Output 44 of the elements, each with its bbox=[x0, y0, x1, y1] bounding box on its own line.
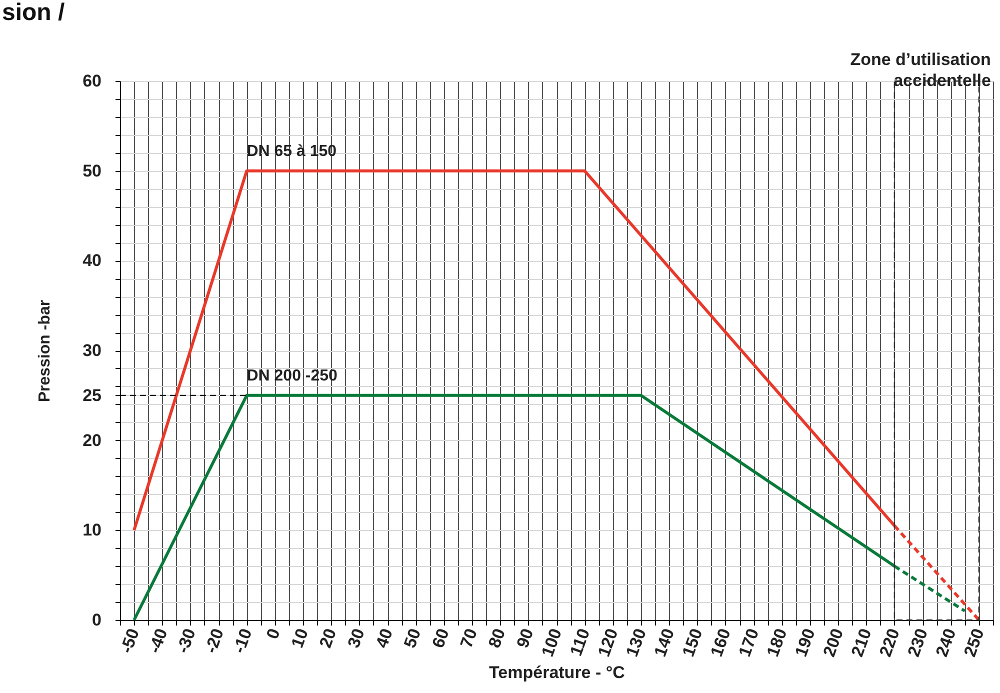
y-tick-label: 20 bbox=[82, 430, 102, 450]
x-tick-label: 250 bbox=[960, 626, 988, 660]
y-tick-label: 30 bbox=[82, 341, 102, 360]
series-label: DN 65 à 150 bbox=[246, 142, 337, 160]
x-tick-label: 20 bbox=[316, 626, 340, 650]
x-tick-label: -20 bbox=[201, 626, 228, 656]
y-tick-label: 25 bbox=[82, 386, 102, 405]
x-axis-title: Température - °C bbox=[489, 662, 625, 682]
x-tick-label: 180 bbox=[763, 626, 791, 660]
y-tick-label: 60 bbox=[82, 72, 102, 90]
x-tick-label: 90 bbox=[512, 626, 538, 650]
x-tick-label: 80 bbox=[484, 626, 510, 650]
x-tick-label: 0 bbox=[262, 626, 284, 642]
x-tick-label: 120 bbox=[594, 626, 622, 660]
x-tick-label: -40 bbox=[144, 626, 172, 656]
x-tick-label: -30 bbox=[173, 626, 200, 656]
x-tick-label: 130 bbox=[622, 626, 650, 660]
x-tick-label: 70 bbox=[456, 626, 481, 650]
y-axis-title: Pression -bar bbox=[36, 300, 54, 402]
y-tick-label: 10 bbox=[82, 520, 102, 540]
x-tick-label: 210 bbox=[848, 626, 876, 660]
y-tick-label: 50 bbox=[82, 161, 102, 180]
x-tick-label: 160 bbox=[706, 626, 734, 660]
x-tick-label: 40 bbox=[372, 626, 396, 650]
x-tick-label: -50 bbox=[116, 626, 144, 656]
x-tick-label: 170 bbox=[735, 626, 763, 660]
x-tick-label: 190 bbox=[791, 626, 819, 660]
x-tick-label: 230 bbox=[904, 626, 932, 660]
x-tick-label: 10 bbox=[288, 626, 312, 650]
chart-title: sion / bbox=[2, 0, 66, 26]
y-tick-label: 0 bbox=[92, 610, 102, 630]
band-label: Zone d’utilisation accidentelle bbox=[850, 50, 991, 90]
x-tick-label: 220 bbox=[876, 626, 904, 660]
x-tick-label: -10 bbox=[229, 626, 256, 656]
x-tick-label: 240 bbox=[932, 626, 960, 660]
x-tick-label: 30 bbox=[344, 626, 368, 650]
x-tick-label: 140 bbox=[650, 626, 678, 660]
x-tick-label: 50 bbox=[400, 626, 425, 650]
x-tick-label: 110 bbox=[566, 626, 594, 658]
y-tick-label: 40 bbox=[82, 251, 102, 270]
x-tick-label: 100 bbox=[538, 626, 566, 660]
x-tick-label: 200 bbox=[820, 626, 848, 660]
x-tick-label: 150 bbox=[678, 626, 706, 660]
x-tick-label: 60 bbox=[428, 626, 453, 650]
